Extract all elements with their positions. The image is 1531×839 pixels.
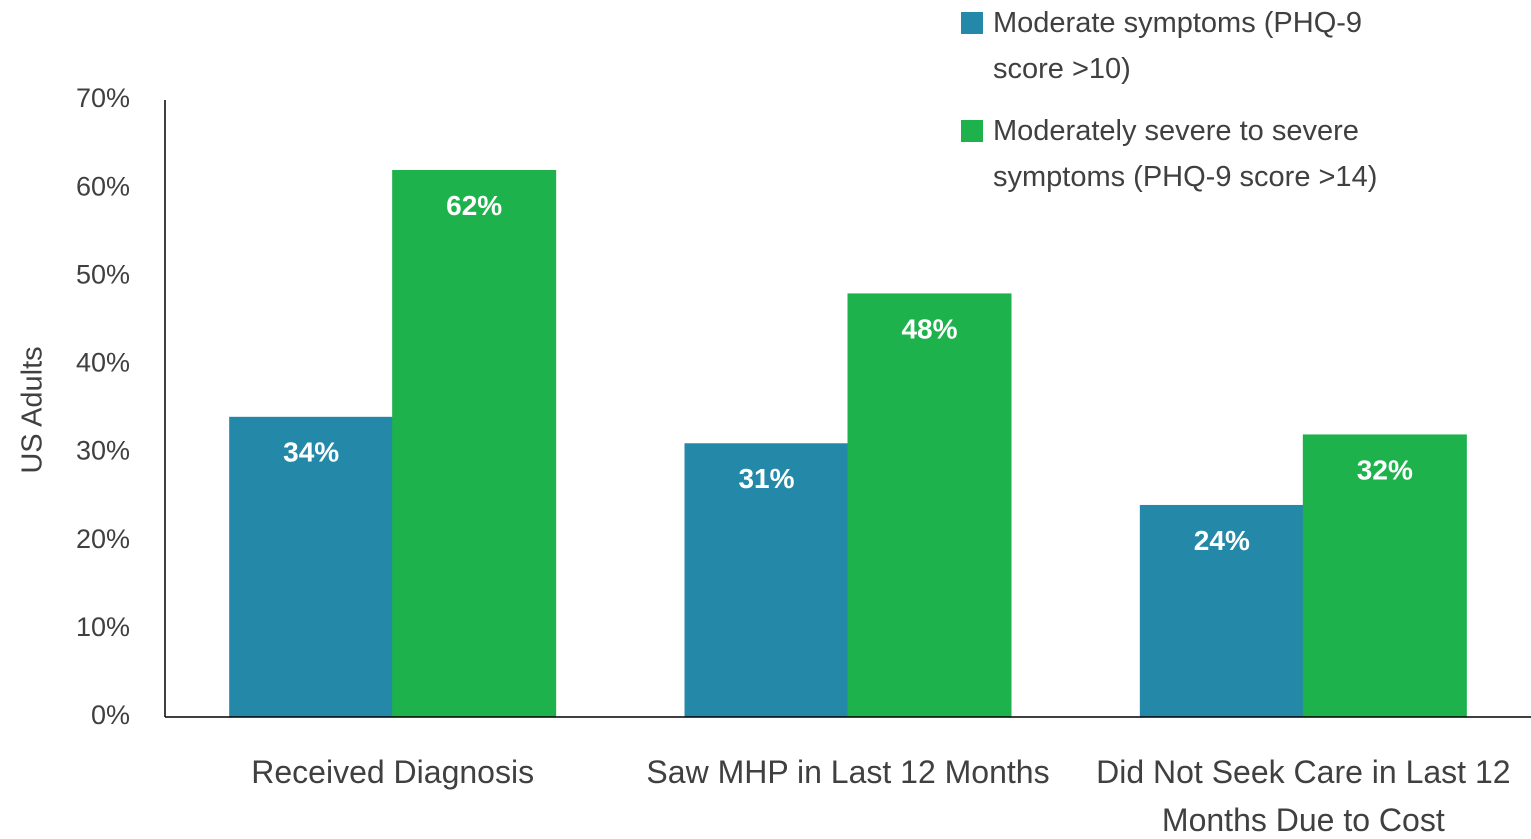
data-label: 34% xyxy=(283,437,339,468)
data-label: 24% xyxy=(1194,525,1250,556)
x-tick-label: Received Diagnosis xyxy=(251,754,535,790)
bar xyxy=(1139,504,1304,718)
bar xyxy=(1302,434,1467,718)
y-tick-label: 10% xyxy=(76,612,130,642)
y-tick-label: 50% xyxy=(76,259,130,289)
legend-swatch xyxy=(961,12,983,34)
legend-label: Moderately severe to severe symptoms (PH… xyxy=(993,115,1378,193)
x-tick-label: Saw MHP in Last 12 Months xyxy=(646,754,1050,790)
y-tick-label: 30% xyxy=(76,436,130,466)
y-tick-label: 60% xyxy=(76,171,130,201)
y-axis-title: US Adults xyxy=(17,346,49,473)
y-tick-label: 0% xyxy=(91,700,130,730)
bar xyxy=(229,416,394,718)
data-label: 62% xyxy=(446,190,502,221)
data-label: 31% xyxy=(738,463,794,494)
bar xyxy=(392,170,557,718)
y-tick-label: 70% xyxy=(76,83,130,113)
y-tick-label: 20% xyxy=(76,524,130,554)
bar xyxy=(847,293,1012,718)
y-tick-label: 40% xyxy=(76,348,130,378)
data-label: 48% xyxy=(901,313,957,344)
x-tick-label: Did Not Seek Care in Last 12 Months Due … xyxy=(1096,754,1511,838)
data-label: 32% xyxy=(1357,454,1413,485)
legend-swatch xyxy=(961,120,983,142)
legend-label: Moderate symptoms (PHQ-9 score >10) xyxy=(993,7,1363,85)
